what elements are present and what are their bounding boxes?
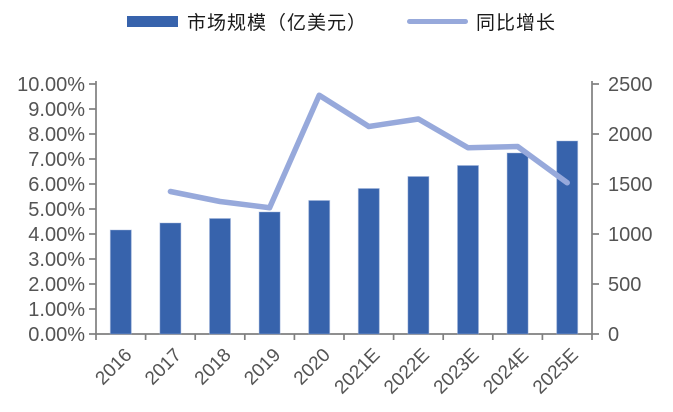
legend-item-market-size: 市场规模（亿美元） [127,9,368,34]
bar-2024E [506,152,529,335]
left-axis-tick-label: 2.00% [28,274,85,296]
x-axis-label-2024E: 2024E [479,345,533,399]
left-axis-tick-label: 8.00% [28,124,85,146]
left-axis-tick-label: 4.00% [28,224,85,246]
legend-item-yoy-growth: 同比增长 [407,9,557,34]
bar-2023E [457,165,479,335]
right-axis-tick-label: 2000 [608,124,653,146]
bar-2017 [159,222,182,335]
chart-legend: 市场规模（亿美元） 同比增长 [0,0,673,38]
left-axis-tick-label: 6.00% [28,174,85,196]
x-axis-label-2025E: 2025E [529,345,583,399]
bar-2016 [109,229,132,335]
bar-2020 [308,200,331,335]
right-axis-tick-label: 500 [608,274,641,296]
left-axis-tick-label: 3.00% [28,249,85,271]
x-axis-label-2023E: 2023E [430,345,484,399]
left-axis-tick-label: 1.00% [28,299,85,321]
x-axis-label-2016: 2016 [92,345,137,390]
x-axis-label-2022E: 2022E [380,345,434,399]
x-axis-label-2020: 2020 [290,345,335,390]
left-axis-tick-label: 9.00% [28,99,85,121]
bar-2021E [357,188,380,335]
left-axis-tick-label: 0.00% [28,324,85,346]
bar-2018 [209,218,231,335]
line-series-label: 同比增长 [476,12,557,34]
bar-2025E [556,140,579,335]
x-axis-label-2019: 2019 [240,345,285,390]
right-axis-tick-label: 1500 [608,174,653,196]
x-axis-label-2021E: 2021E [331,345,385,399]
left-axis-tick-label: 10.00% [17,74,85,96]
right-axis-tick-label: 0 [608,324,619,346]
line-series-swatch-icon [407,18,468,24]
bar-2022E [407,176,430,335]
left-axis-tick-label: 7.00% [28,149,85,171]
bar-series-swatch-icon [127,15,178,27]
right-axis-tick-label: 2500 [608,74,653,96]
x-axis-label-2018: 2018 [191,345,236,390]
right-axis-tick-label: 1000 [608,224,653,246]
left-axis-tick-label: 5.00% [28,199,85,221]
bar-series-label: 市场规模（亿美元） [187,12,368,34]
x-axis-label-2017: 2017 [141,345,186,390]
bar-2019 [258,211,281,335]
yoy-growth-line [167,92,570,211]
